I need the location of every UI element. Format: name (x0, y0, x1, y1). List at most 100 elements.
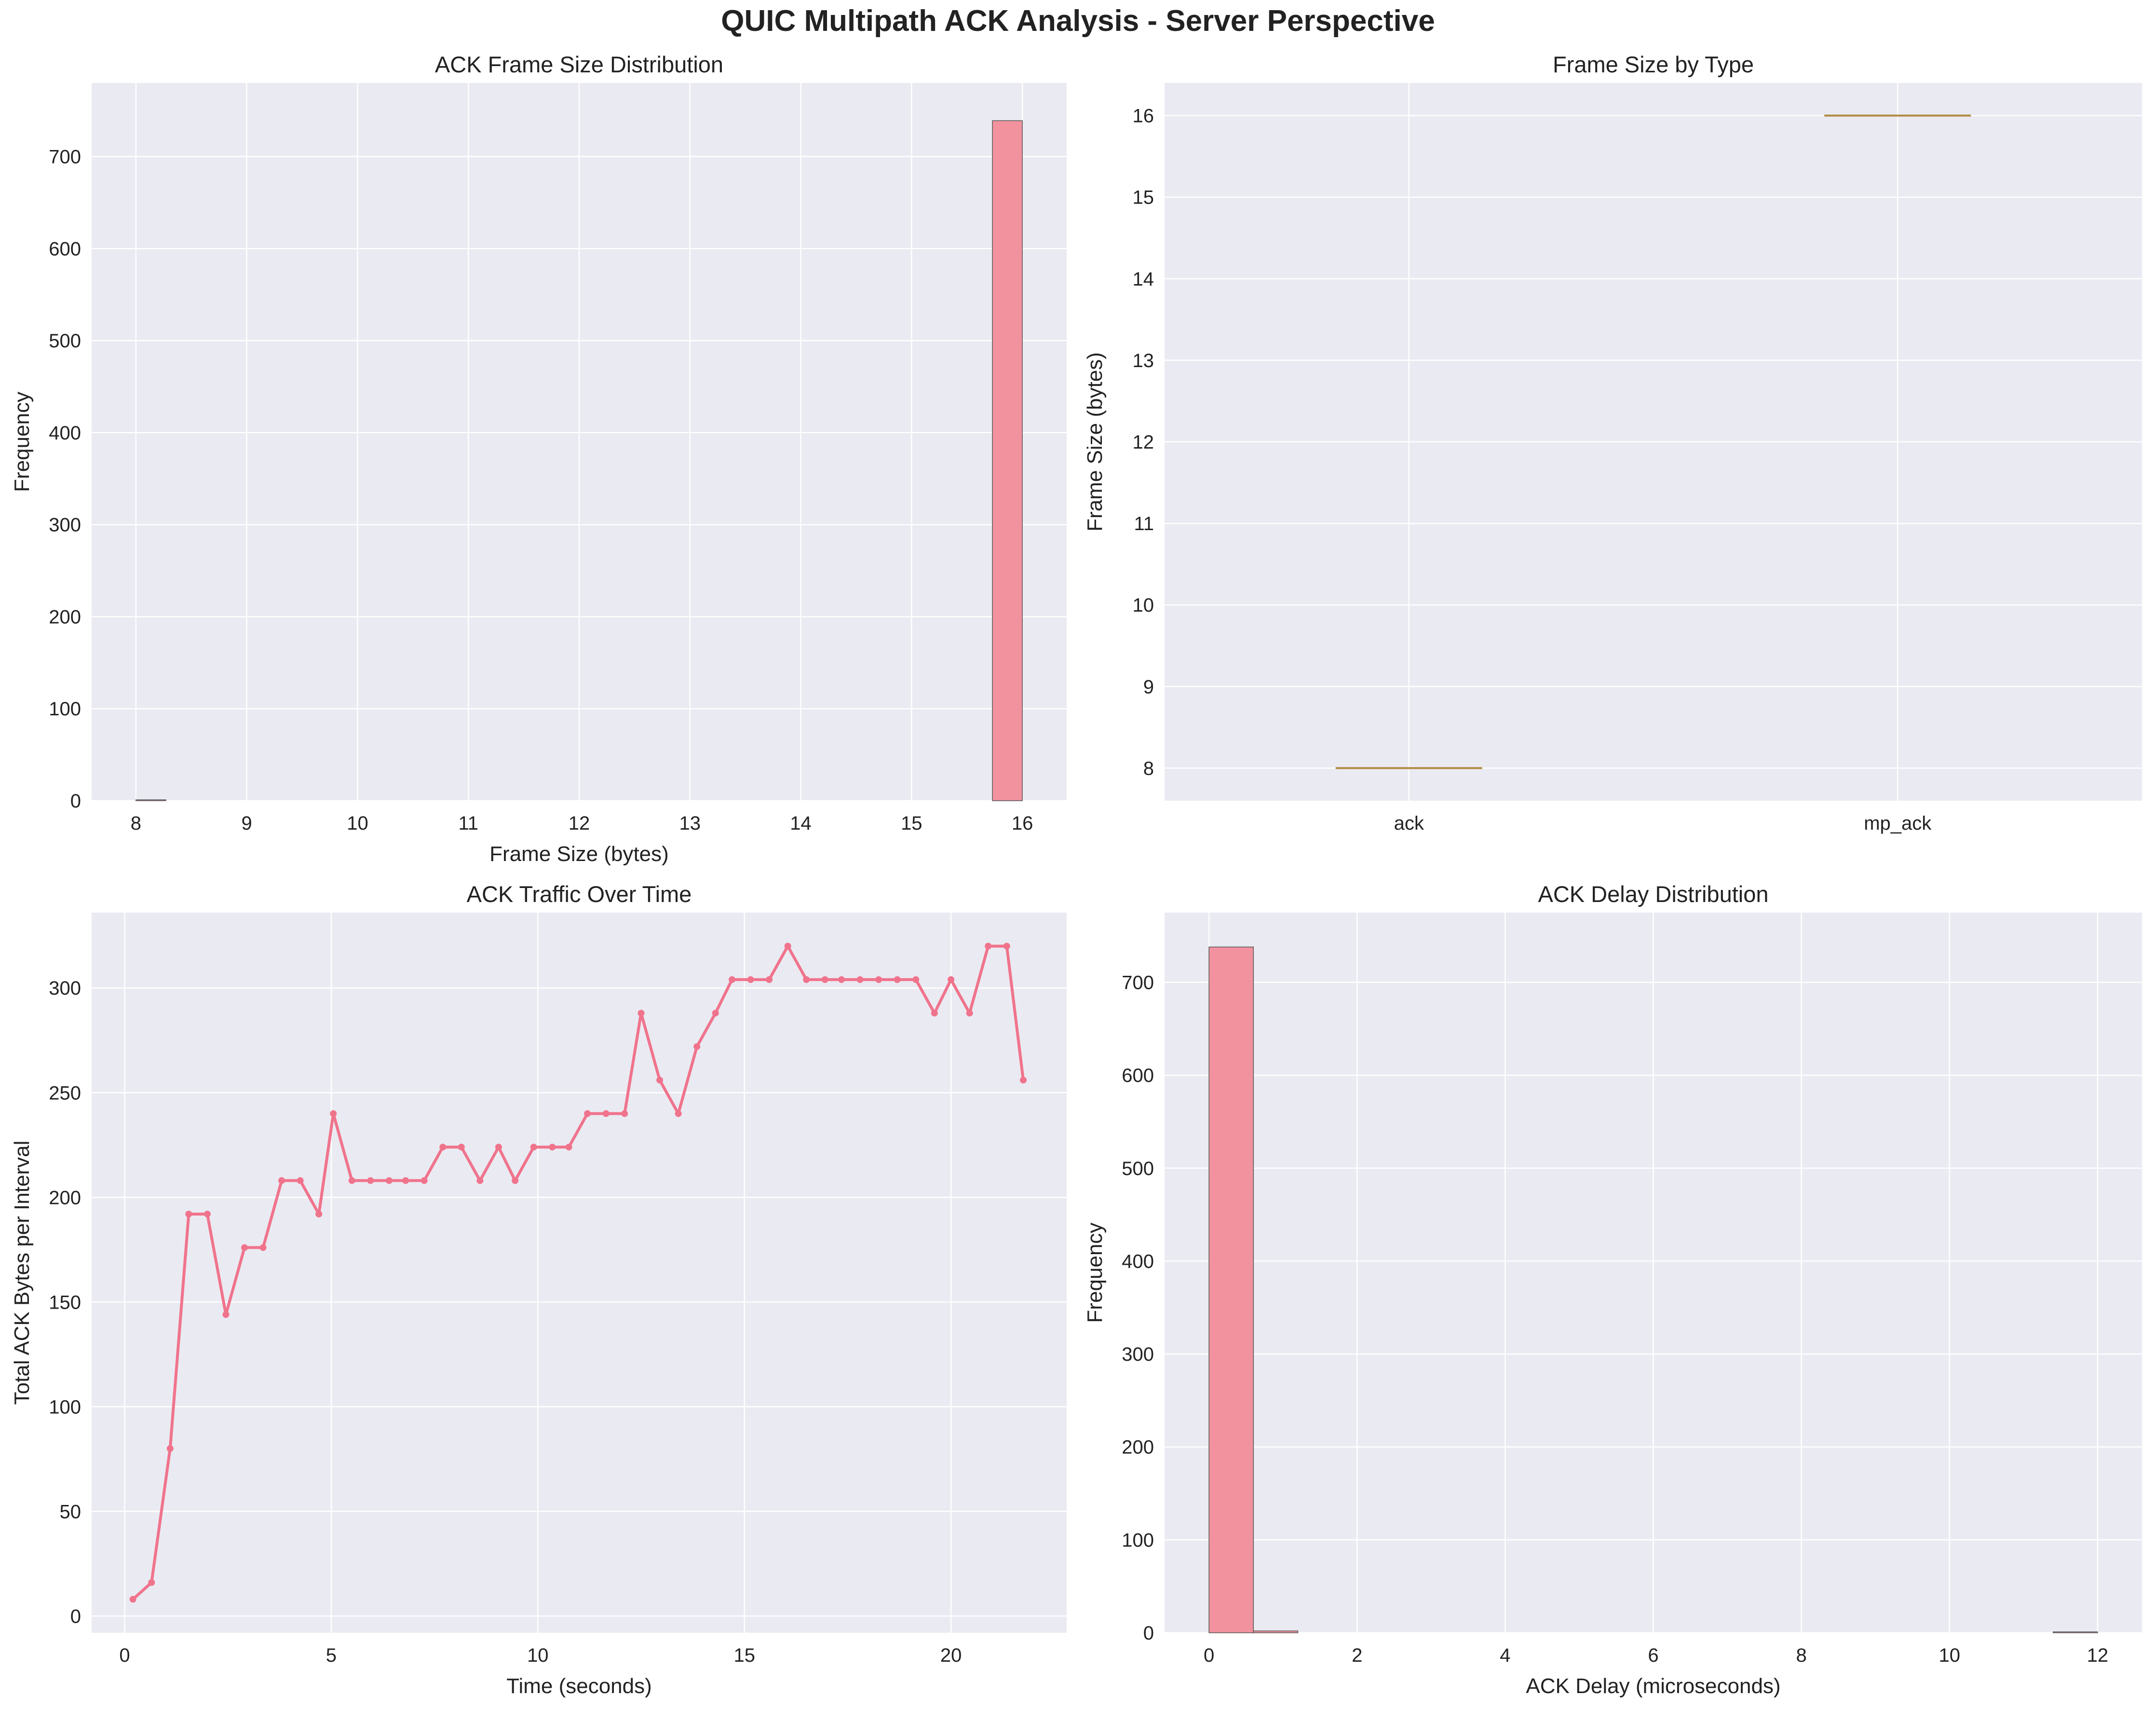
data-point (476, 1177, 484, 1184)
y-tick-label: 300 (49, 978, 81, 999)
x-axis-label: ACK Delay (microseconds) (1526, 1674, 1780, 1698)
x-tick-label: 10 (527, 1645, 549, 1666)
data-point (385, 1177, 393, 1184)
y-tick-label: 15 (1133, 187, 1154, 208)
data-point (330, 1110, 337, 1117)
x-tick-label: 4 (1500, 1645, 1510, 1666)
data-point (185, 1210, 192, 1217)
y-tick-label: 100 (49, 698, 81, 720)
panel-title: ACK Traffic Over Time (467, 881, 692, 907)
x-tick-label: 15 (733, 1645, 755, 1666)
y-tick-label: 200 (1122, 1437, 1154, 1458)
data-point (766, 976, 773, 983)
y-tick-label: 16 (1133, 106, 1154, 127)
data-point (729, 976, 736, 983)
panel-ack-delay-distribution: 0 100 200 300 400 500 600 700 0 2 4 6 8 10 12 ACK Delay… (1083, 881, 2142, 1698)
x-tick-label: 16 (1012, 813, 1033, 834)
data-point (549, 1144, 556, 1151)
panel-frame-size-by-type: 8 9 10 11 12 13 14 15 16 ack mp_ack Frame Size by T… (1083, 52, 2142, 834)
data-point (439, 1144, 447, 1151)
y-tick-label: 50 (60, 1501, 81, 1522)
data-point (584, 1110, 591, 1117)
y-tick-label: 700 (1122, 972, 1154, 993)
data-point (948, 976, 955, 983)
data-point (297, 1177, 304, 1184)
x-tick-label: 20 (940, 1645, 962, 1666)
y-axis-label: Total ACK Bytes per Interval (10, 1141, 34, 1405)
data-point (166, 1445, 174, 1452)
y-tick-label: 8 (1143, 758, 1154, 779)
data-point (821, 976, 828, 983)
data-point (222, 1311, 230, 1318)
data-point (637, 1010, 645, 1017)
data-point (402, 1177, 409, 1184)
data-point (985, 943, 992, 950)
y-tick-label: 0 (70, 791, 81, 812)
data-point (803, 976, 810, 983)
x-tick-label: 9 (242, 813, 252, 834)
y-tick-label: 13 (1133, 350, 1154, 371)
data-point (875, 976, 882, 983)
y-tick-label: 400 (1122, 1251, 1154, 1272)
histogram-bar (1208, 946, 1254, 1633)
x-axis-label: Time (seconds) (506, 1674, 652, 1698)
y-axis-label: Frequency (10, 392, 34, 492)
y-tick-label: 100 (49, 1396, 81, 1418)
data-point (315, 1210, 323, 1217)
data-point (129, 1596, 136, 1603)
y-tick-label: 14 (1133, 269, 1154, 290)
x-tick-label: ack (1394, 813, 1424, 834)
data-point (602, 1110, 610, 1117)
data-point (203, 1210, 211, 1217)
data-point (675, 1110, 682, 1117)
data-point (530, 1144, 537, 1151)
y-tick-label: 0 (70, 1606, 81, 1627)
data-point (495, 1144, 502, 1151)
data-point (838, 976, 845, 983)
x-tick-label: 8 (1796, 1645, 1806, 1666)
figure-title: QUIC Multipath ACK Analysis - Server Per… (721, 4, 1435, 38)
x-tick-label: 13 (679, 813, 701, 834)
panel-title: ACK Delay Distribution (1538, 881, 1768, 907)
y-tick-label: 9 (1143, 676, 1154, 697)
data-point (565, 1144, 572, 1151)
y-axis-label: Frame Size (bytes) (1083, 352, 1107, 532)
data-point (420, 1177, 428, 1184)
data-point (367, 1177, 374, 1184)
y-tick-label: 600 (1122, 1065, 1154, 1086)
data-point (966, 1010, 973, 1017)
x-tick-label: 8 (131, 813, 141, 834)
y-tick-label: 250 (49, 1082, 81, 1104)
y-tick-label: 400 (49, 423, 81, 444)
data-point (259, 1244, 267, 1251)
data-point (784, 943, 791, 950)
x-tick-label: 2 (1352, 1645, 1362, 1666)
data-point (348, 1177, 355, 1184)
histogram-bar (136, 799, 166, 801)
y-tick-label: 300 (49, 515, 81, 536)
data-point (621, 1110, 628, 1117)
y-tick-label: 10 (1133, 595, 1154, 616)
data-point (1003, 943, 1010, 950)
x-tick-label: 6 (1648, 1645, 1658, 1666)
y-tick-label: 200 (49, 606, 81, 628)
data-point (894, 976, 901, 983)
data-point (856, 976, 864, 983)
y-tick-label: 300 (1122, 1344, 1154, 1365)
x-tick-label: 12 (2087, 1645, 2109, 1666)
panel-title: Frame Size by Type (1553, 52, 1754, 77)
histogram-bar (992, 120, 1023, 801)
data-point (148, 1579, 155, 1586)
data-point (278, 1177, 285, 1184)
x-tick-label: 10 (1939, 1645, 1960, 1666)
y-tick-label: 200 (49, 1187, 81, 1208)
y-tick-label: 500 (49, 330, 81, 352)
y-tick-label: 0 (1143, 1623, 1154, 1644)
y-tick-label: 12 (1133, 432, 1154, 453)
data-point (656, 1077, 664, 1084)
data-point (747, 976, 754, 983)
panel-ack-traffic-over-time: 0 50 100 150 200 250 300 0 5 10 15 20 ACK Traffic Ov… (10, 881, 1067, 1698)
x-tick-label: 5 (326, 1645, 337, 1666)
data-point (931, 1010, 938, 1017)
